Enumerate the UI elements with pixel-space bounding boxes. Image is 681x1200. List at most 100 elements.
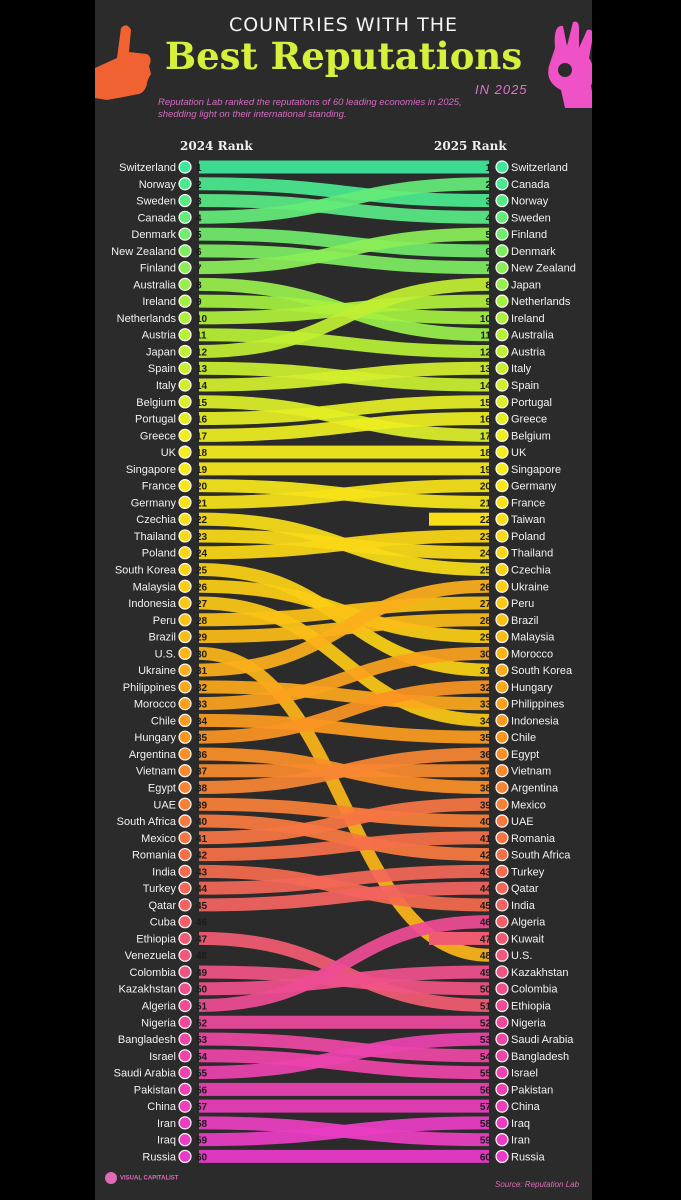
country-label-2024: Russia [142,1151,177,1163]
flag-icon-2024-chile [178,713,192,728]
country-label-2025: Poland [511,531,545,543]
flag-icon-2025-indonesia [495,713,509,728]
country-label-2025: Ukraine [511,581,549,593]
country-label-2025: Thailand [511,548,553,560]
flag-icon-2024-germany [178,495,192,509]
flag-icon-2024-bangladesh [178,1032,192,1046]
rank-band-uae [198,797,490,828]
rank-number-2024: 5 [196,230,202,241]
rank-number-2025: 37 [480,767,492,778]
rank-number-2025: 24 [480,549,492,560]
flag-icon-2025-qatar [495,881,509,895]
rank-number-2024: 25 [196,565,208,576]
flag-icon-2025-uae [495,814,509,828]
rank-number-2024: 52 [196,1018,208,1029]
flag-icon-2025-argentina [495,780,509,795]
country-label-2025: Argentina [511,782,559,794]
country-label-2025: Sweden [511,212,551,224]
flag-icon-2024-netherlands [178,311,192,325]
rank-number-2025: 41 [480,834,492,845]
brand-logo: VISUAL CAPITALIST [105,1172,178,1184]
flag-icon-2024-ireland [178,294,192,308]
rank-band-south-africa [198,814,490,862]
country-label-2024: Austria [142,330,177,342]
country-label-2024: Vietnam [136,766,176,778]
rank-number-2024: 31 [196,666,208,677]
flag-icon-2024-iran [178,1116,192,1130]
flag-icon-2025-malaysia [495,629,509,644]
column-header-2024: 2024 Rank [180,139,253,153]
rank-number-2025: 14 [480,381,492,392]
rank-number-2025: 58 [480,1119,492,1130]
rank-number-2024: 40 [196,817,208,828]
country-label-2024: Nigeria [141,1017,177,1029]
flag-icon-2024-ukraine [178,663,192,677]
rank-number-2024: 38 [196,783,208,794]
flag-icon-2025-iran [495,1133,509,1147]
rank-number-2024: 8 [196,280,202,291]
flag-icon-2024-romania [178,847,192,862]
flag-icon-2025-germany [495,479,509,493]
rank-number-2025: 1 [485,163,491,174]
flag-icon-2024-china [178,1099,192,1113]
flag-icon-2024-mexico [178,831,192,845]
rank-number-2025: 17 [480,431,492,442]
country-label-2025: Italy [511,363,532,375]
flag-icon-2025-israel [495,1065,509,1080]
flag-icon-2024-u-s- [178,646,192,660]
country-label-2024: Ireland [142,296,176,308]
rank-number-2024: 21 [196,498,208,509]
flag-icon-2025-colombia [495,982,509,996]
flag-icon-2025-belgium [495,428,509,442]
rank-number-2024: 43 [196,867,208,878]
country-label-2024: Netherlands [117,313,177,325]
country-label-2024: China [147,1101,177,1113]
rank-number-2024: 45 [196,901,208,912]
flag-icon-2025-pakistan [495,1082,509,1096]
rank-number-2024: 23 [196,532,208,543]
rank-number-2024: 33 [196,700,208,711]
rank-number-2025: 8 [485,280,491,291]
country-label-2025: Taiwan [511,514,545,526]
flag-icon-2025-russia [495,1149,509,1164]
country-label-2024: Pakistan [134,1084,176,1096]
rank-number-2024: 44 [196,884,208,895]
country-label-2025: India [511,900,536,912]
rank-band-kazakhstan [198,965,490,996]
country-label-2025: Canada [511,179,550,191]
rank-number-2025: 12 [480,347,492,358]
country-label-2024: Kazakhstan [119,984,176,996]
country-label-2025: Bangladesh [511,1051,569,1063]
country-label-2025: Czechia [511,564,552,576]
country-label-2024: UAE [153,799,176,811]
rank-number-2025: 23 [480,532,492,543]
country-label-2025: UK [511,447,527,459]
country-label-2024: France [142,481,176,493]
rank-band-philippines [198,680,490,711]
rank-number-2024: 51 [196,1002,208,1013]
rank-band-netherlands [198,294,490,325]
rank-number-2025: 19 [480,465,492,476]
country-label-2025: Netherlands [511,296,571,308]
country-label-2025: Romania [511,833,556,845]
country-label-2025: Israel [511,1068,538,1080]
country-label-2024: Singapore [126,464,176,476]
rank-band-portugal [198,395,490,426]
rank-number-2024: 59 [196,1136,208,1147]
rank-number-2025: 54 [480,1052,492,1063]
country-label-2025: Kuwait [511,933,544,945]
rank-number-2025: 6 [485,247,491,258]
country-label-2024: Peru [153,615,176,627]
country-label-2025: Austria [511,346,546,358]
country-label-2024: Hungary [134,732,176,744]
rank-number-2025: 2 [485,180,491,191]
country-label-2025: Belgium [511,430,551,442]
rank-number-2024: 24 [196,549,208,560]
country-label-2024: South Korea [115,564,177,576]
rank-number-2024: 11 [196,331,207,342]
country-label-2024: Iran [157,1118,176,1130]
flag-icon-2024-new-zealand [178,244,192,258]
rank-number-2024: 53 [196,1035,208,1046]
rank-number-2024: 54 [196,1052,208,1063]
flag-icon-2025-australia [495,328,509,342]
